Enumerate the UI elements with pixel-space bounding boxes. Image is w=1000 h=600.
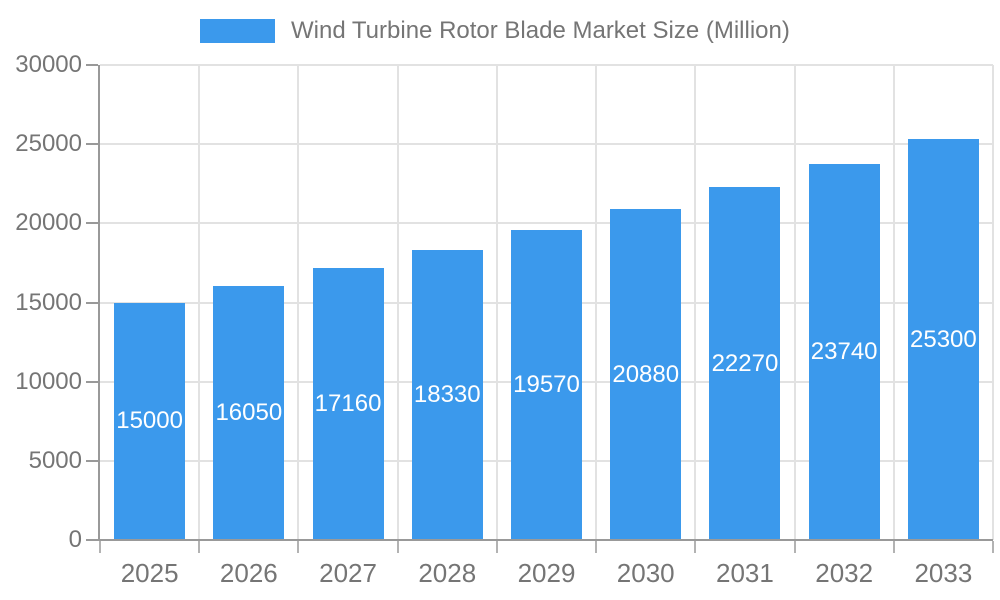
- v-gridline: [297, 65, 300, 540]
- y-axis-label: 10000: [15, 367, 82, 395]
- bar-value-label: 23740: [810, 338, 878, 366]
- x-tick: [396, 541, 399, 553]
- x-axis-label: 2030: [616, 558, 675, 588]
- x-axis-label: 2029: [517, 558, 576, 588]
- x-tick: [793, 541, 796, 553]
- x-tick: [595, 541, 598, 553]
- x-tick: [992, 541, 994, 553]
- bar-value-label: 17160: [314, 390, 382, 418]
- v-gridline: [198, 65, 201, 540]
- y-axis-label: 0: [68, 526, 82, 553]
- bar-value-label: 16050: [215, 398, 283, 426]
- bar-value-label: 25300: [910, 325, 977, 353]
- bar-value-label: 18330: [413, 380, 481, 408]
- bar-value-label: 19570: [513, 371, 580, 399]
- y-axis-label: 5000: [28, 446, 82, 474]
- x-tick: [892, 541, 895, 553]
- h-gridline: [100, 222, 993, 225]
- y-tick: [86, 539, 98, 541]
- x-axis-label: 2026: [219, 558, 278, 588]
- bar: 22270: [709, 187, 781, 540]
- bar: 17160: [312, 268, 384, 540]
- y-axis-line: [98, 65, 100, 540]
- h-gridline: [100, 64, 993, 66]
- y-axis-label: 15000: [15, 288, 82, 316]
- y-tick: [86, 459, 98, 462]
- y-tick: [86, 380, 98, 383]
- x-tick: [495, 541, 498, 553]
- x-tick: [198, 541, 201, 553]
- bar: 23740: [808, 164, 880, 540]
- legend-label: Wind Turbine Rotor Blade Market Size (Mi…: [291, 17, 790, 44]
- legend-swatch-icon: [200, 19, 275, 43]
- x-tick: [99, 541, 101, 553]
- x-tick: [297, 541, 300, 553]
- y-tick: [86, 222, 98, 225]
- x-axis-label: 2028: [418, 558, 477, 588]
- bar-value-label: 22270: [711, 349, 779, 377]
- y-tick: [86, 301, 98, 304]
- bar: 18330: [411, 249, 483, 540]
- v-gridline: [694, 65, 697, 540]
- x-axis-label: 2032: [815, 558, 874, 588]
- y-axis-label: 30000: [15, 51, 82, 78]
- bar: 16050: [213, 285, 285, 540]
- y-tick: [86, 143, 98, 146]
- x-axis-label: 2031: [716, 558, 774, 588]
- legend: Wind Turbine Rotor Blade Market Size (Mi…: [200, 19, 790, 43]
- y-tick: [86, 64, 98, 66]
- v-gridline: [992, 65, 994, 540]
- x-tick: [694, 541, 697, 553]
- v-gridline: [892, 65, 895, 540]
- y-axis-label: 25000: [15, 130, 82, 158]
- v-gridline: [793, 65, 796, 540]
- bar: 15000: [114, 302, 186, 540]
- bar: 19570: [511, 230, 582, 540]
- bar: 20880: [610, 209, 682, 540]
- x-axis-line: [98, 539, 993, 541]
- x-axis-label: 2025: [120, 558, 179, 588]
- v-gridline: [396, 65, 399, 540]
- y-axis-label: 20000: [15, 209, 82, 237]
- x-axis-label: 2027: [319, 558, 377, 588]
- h-gridline: [100, 143, 993, 146]
- bar: 25300: [907, 139, 979, 540]
- x-axis-label: 2033: [914, 558, 973, 588]
- v-gridline: [595, 65, 598, 540]
- bar-value-label: 15000: [116, 407, 183, 435]
- bar-value-label: 20880: [612, 360, 680, 388]
- v-gridline: [495, 65, 498, 540]
